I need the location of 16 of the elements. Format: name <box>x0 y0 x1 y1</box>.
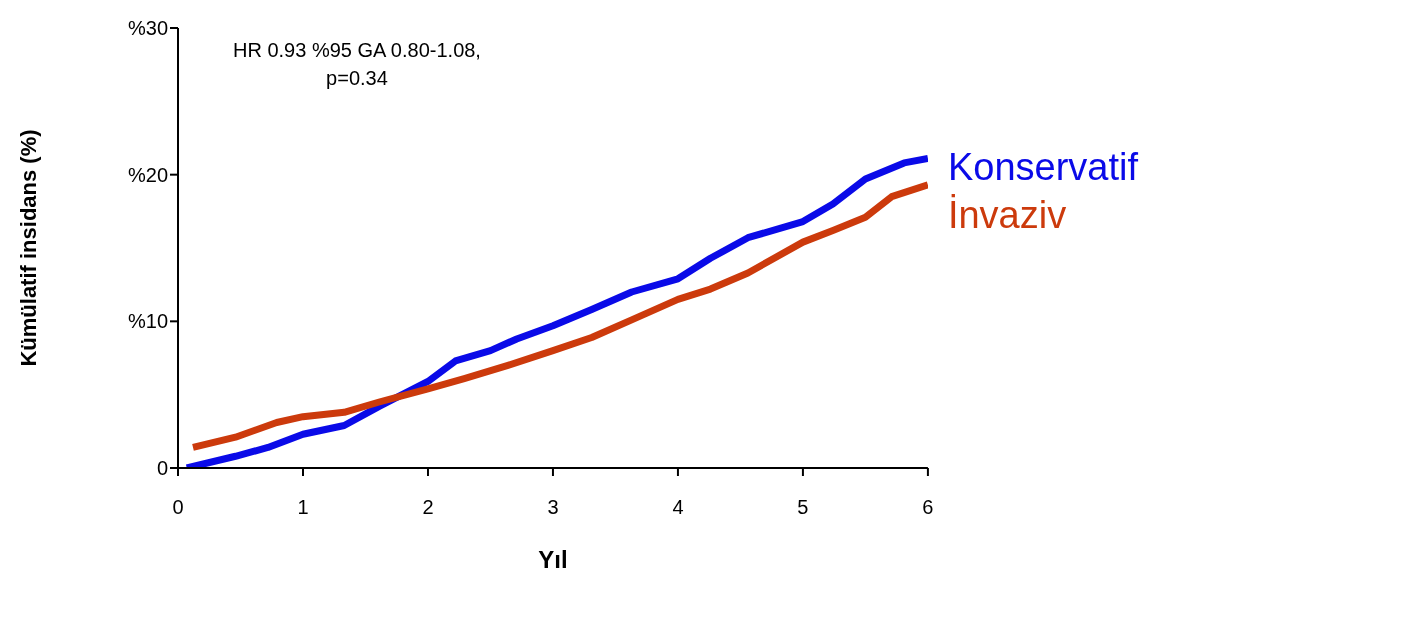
y-axis-title: Kümülatif insidans (%) <box>15 129 41 367</box>
y-tick-label: %20 <box>127 163 168 186</box>
x-axis-title: Yıl <box>538 546 568 573</box>
x-tick-label: 3 <box>547 496 559 519</box>
annotation: HR 0.93 %95 GA 0.80-1.08, p=0.34 <box>233 38 481 91</box>
series-label: İnvaziv <box>947 193 1068 238</box>
x-tick-label: 2 <box>422 496 434 519</box>
x-tick-label: 6 <box>922 496 934 519</box>
y-tick-label: %10 <box>127 310 168 333</box>
x-tick-label: 4 <box>672 496 684 519</box>
x-tick-label: 5 <box>797 496 809 519</box>
x-tick-label: 1 <box>297 496 309 519</box>
y-tick-label: %30 <box>127 17 168 40</box>
series-label: Konservatif <box>947 145 1138 190</box>
y-tick-label: 0 <box>156 457 168 480</box>
x-tick-label: 0 <box>172 496 184 519</box>
